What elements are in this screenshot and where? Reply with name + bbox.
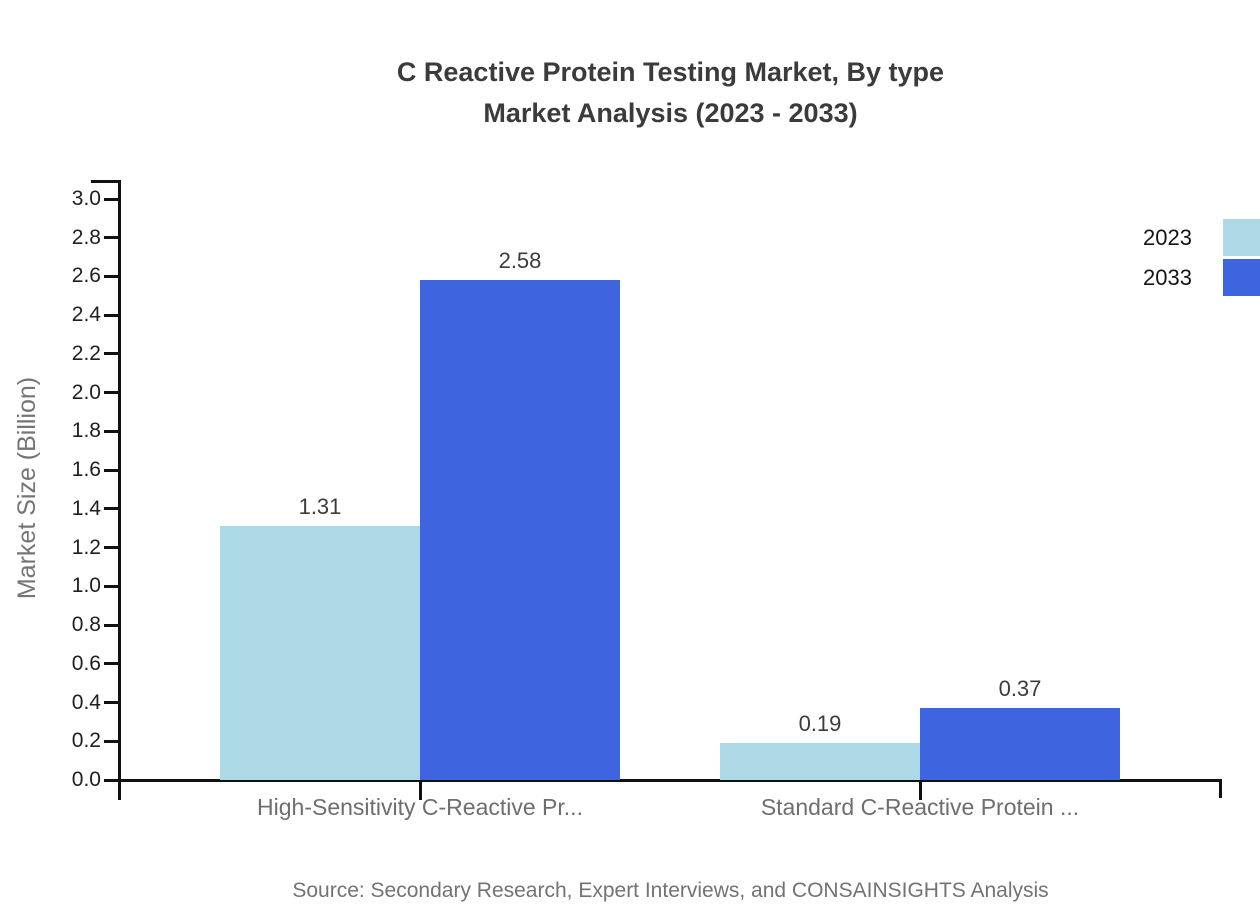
y-tick bbox=[104, 584, 118, 588]
y-tick-label: 2.8 bbox=[71, 225, 101, 249]
bar-2033-1 bbox=[920, 708, 1120, 780]
y-tick bbox=[104, 429, 118, 433]
legend-item-2033: 2033 bbox=[1143, 259, 1260, 296]
y-tick-label: 2.0 bbox=[71, 380, 101, 404]
y-tick bbox=[104, 623, 118, 627]
bar-value-label: 1.31 bbox=[298, 494, 342, 520]
y-tick bbox=[104, 236, 118, 240]
y-tick bbox=[104, 739, 118, 743]
y-tick-label: 0.8 bbox=[71, 613, 101, 637]
legend-label-2033: 2033 bbox=[1143, 264, 1192, 290]
x-axis-end-cap bbox=[1219, 779, 1222, 798]
bar-value-label: 0.19 bbox=[798, 711, 842, 737]
legend-swatch-2033 bbox=[1223, 259, 1260, 296]
x-tick bbox=[418, 781, 422, 800]
legend-label-2023: 2023 bbox=[1143, 224, 1192, 250]
y-tick-label: 1.8 bbox=[71, 419, 101, 443]
legend: 2023 2033 bbox=[1143, 219, 1260, 296]
bar-2033-0 bbox=[420, 280, 620, 780]
y-tick bbox=[104, 546, 118, 550]
y-axis-line bbox=[118, 180, 121, 783]
y-tick bbox=[104, 352, 118, 356]
y-tick bbox=[104, 391, 118, 395]
y-tick bbox=[104, 778, 118, 782]
legend-item-2023: 2023 bbox=[1143, 219, 1260, 256]
bar-2023-1 bbox=[720, 743, 920, 780]
y-tick-label: 1.0 bbox=[71, 574, 101, 598]
bar-value-label: 2.58 bbox=[498, 248, 542, 274]
y-tick-label: 2.2 bbox=[71, 341, 101, 365]
y-tick bbox=[104, 197, 118, 201]
y-tick-label: 1.4 bbox=[71, 496, 101, 520]
legend-swatch-2023 bbox=[1223, 219, 1260, 256]
y-tick-label: 2.4 bbox=[71, 303, 101, 327]
y-axis-end-cap bbox=[91, 180, 119, 183]
bar-value-label: 0.37 bbox=[998, 676, 1042, 702]
y-tick-label: 1.6 bbox=[71, 458, 101, 482]
x-tick bbox=[118, 781, 121, 800]
y-tick-label: 3.0 bbox=[71, 187, 101, 210]
y-tick-label: 0.0 bbox=[71, 768, 101, 791]
y-tick bbox=[104, 313, 118, 317]
y-tick bbox=[104, 468, 118, 472]
chart-title: C Reactive Protein Testing Market, By ty… bbox=[119, 52, 1222, 134]
y-tick bbox=[104, 507, 118, 511]
y-tick bbox=[104, 662, 118, 666]
y-tick-label: 0.2 bbox=[71, 729, 101, 753]
chart-title-line2: Market Analysis (2023 - 2033) bbox=[483, 98, 858, 128]
y-tick bbox=[104, 274, 118, 278]
x-axis-line bbox=[118, 779, 1222, 782]
y-tick bbox=[104, 701, 118, 705]
y-tick-label: 0.6 bbox=[71, 651, 101, 675]
x-category-label: Standard C-Reactive Protein ... bbox=[760, 794, 1080, 820]
x-category-label: High-Sensitivity C-Reactive Pr... bbox=[257, 794, 583, 820]
bar-2023-0 bbox=[220, 526, 420, 780]
y-tick-label: 1.2 bbox=[71, 535, 101, 559]
chart-title-line1: C Reactive Protein Testing Market, By ty… bbox=[396, 57, 945, 87]
y-tick-label: 2.6 bbox=[71, 264, 101, 288]
y-tick-label: 0.4 bbox=[71, 690, 101, 714]
source-note: Source: Secondary Research, Expert Inter… bbox=[292, 879, 1049, 902]
x-tick bbox=[918, 781, 922, 800]
